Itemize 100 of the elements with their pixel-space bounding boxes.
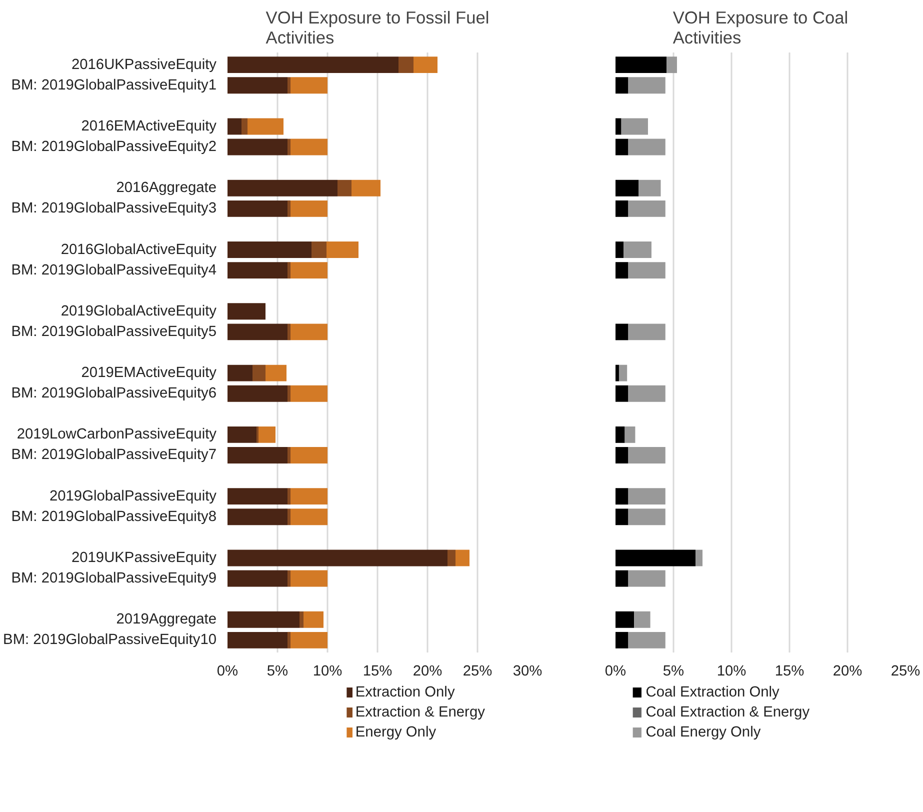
bar <box>288 77 290 94</box>
legend-label: Extraction Only <box>355 684 456 700</box>
bar <box>312 242 326 258</box>
bar <box>618 364 628 382</box>
bar <box>228 632 288 648</box>
bar <box>666 56 677 74</box>
bar <box>616 77 628 94</box>
x-tick-label: 0% <box>216 664 238 680</box>
bar <box>290 570 328 587</box>
bar <box>228 426 256 443</box>
bar <box>288 262 290 279</box>
y-tick-label: BM: 2019GlobalPassiveEquity8 <box>11 508 217 525</box>
bar <box>266 364 286 382</box>
bar <box>696 550 702 566</box>
bar <box>456 550 470 566</box>
y-tick-label: BM: 2019GlobalPassiveEquity6 <box>11 386 217 402</box>
bar <box>228 262 288 279</box>
legend-label: Coal Extraction Only <box>646 684 780 700</box>
bar <box>628 324 666 340</box>
bar <box>624 242 652 258</box>
y-tick-label: BM: 2019GlobalPassiveEquity2 <box>11 139 217 156</box>
bar <box>252 364 266 382</box>
bar <box>228 56 398 74</box>
y-tick-label: 2016Aggregate <box>116 180 217 196</box>
y-tick-label: 2016UKPassiveEquity <box>71 56 218 73</box>
bar <box>616 632 628 648</box>
x-tick-label: 15% <box>362 664 392 680</box>
bar <box>228 364 252 382</box>
bar <box>352 180 380 196</box>
y-tick-label: 2019GlobalActiveEquity <box>60 303 218 320</box>
y-tick-label: 2019EMActiveEquity <box>81 365 218 382</box>
bar <box>288 632 290 648</box>
bar <box>628 138 666 156</box>
x-tick-label: 25% <box>462 664 492 680</box>
bar <box>616 570 628 587</box>
y-tick-label: 2019Aggregate <box>116 612 217 628</box>
bar <box>628 262 666 279</box>
bar <box>616 364 619 382</box>
bar <box>628 77 666 94</box>
bar <box>228 118 242 135</box>
bar <box>616 262 628 279</box>
bar <box>628 570 666 587</box>
bar <box>290 385 328 402</box>
bar <box>624 426 636 443</box>
x-tick-label: 5% <box>662 664 684 680</box>
x-tick-label: 0% <box>604 664 626 680</box>
y-tick-label: 2016EMActiveEquity <box>81 118 218 134</box>
bar <box>288 138 290 156</box>
legend-label: Energy Only <box>355 724 437 740</box>
y-tick-label: BM: 2019GlobalPassiveEquity10 <box>3 632 216 648</box>
bar <box>616 488 628 505</box>
bar <box>628 447 666 464</box>
bar <box>634 611 650 628</box>
bar <box>616 611 634 628</box>
bar <box>228 138 288 156</box>
bar <box>616 508 628 526</box>
legend-label: Extraction & Energy <box>355 704 486 720</box>
bar <box>616 324 628 340</box>
y-tick-label: BM: 2019GlobalPassiveEquity3 <box>11 200 217 217</box>
bar <box>290 324 328 340</box>
bar <box>290 447 328 464</box>
bar <box>616 385 628 402</box>
x-tick-label: 10% <box>716 664 746 680</box>
bar <box>288 508 290 526</box>
bar <box>290 138 328 156</box>
bar <box>228 200 288 217</box>
bar <box>228 550 448 566</box>
bar <box>228 77 288 94</box>
bar <box>290 77 328 94</box>
bar <box>288 570 290 587</box>
bar <box>414 56 438 74</box>
bar <box>628 200 666 217</box>
bar <box>616 118 622 135</box>
legend-label: Coal Energy Only <box>646 724 762 740</box>
y-tick-label: BM: 2019GlobalPassiveEquity1 <box>11 77 217 94</box>
bar <box>288 385 290 402</box>
bar <box>288 447 290 464</box>
bar <box>242 118 248 135</box>
bar <box>228 324 288 340</box>
bar <box>616 56 667 74</box>
chart-title: VOH Exposure to Fossil Fuel Activities <box>266 8 490 48</box>
bar <box>228 488 288 505</box>
y-tick-label: 2019LowCarbonPassiveEquity <box>16 426 218 443</box>
bar <box>628 488 666 505</box>
x-tick-label: 15% <box>774 664 804 680</box>
y-tick-label: BM: 2019GlobalPassiveEquity7 <box>11 447 217 464</box>
bar <box>628 632 666 648</box>
bar <box>288 324 290 340</box>
bar <box>616 138 628 156</box>
bar <box>304 611 324 628</box>
y-tick-label: BM: 2019GlobalPassiveEquity9 <box>11 570 217 587</box>
bar <box>628 508 666 526</box>
bar <box>258 426 276 443</box>
bar <box>338 180 352 196</box>
bar <box>290 200 328 217</box>
y-tick-label: BM: 2019GlobalPassiveEquity4 <box>11 262 217 278</box>
bar <box>290 632 328 648</box>
bar <box>448 550 456 566</box>
chart-title: VOH Exposure to Coal Activities <box>672 8 848 48</box>
bar <box>638 180 661 196</box>
